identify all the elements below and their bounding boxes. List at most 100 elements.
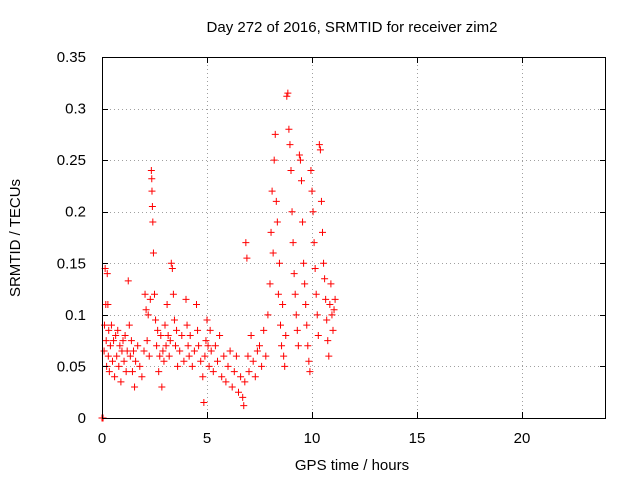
data-point <box>311 264 319 272</box>
data-point <box>284 89 292 97</box>
data-point <box>174 362 182 370</box>
data-point <box>258 362 266 370</box>
data-point <box>106 342 114 350</box>
data-point <box>312 290 320 298</box>
data-point <box>218 373 226 381</box>
data-point <box>161 321 169 329</box>
data-point <box>330 306 338 314</box>
data-point <box>119 337 127 345</box>
data-point <box>203 316 211 324</box>
data-point <box>170 316 178 324</box>
data-point <box>145 352 153 360</box>
data-point <box>157 331 165 339</box>
data-point <box>197 357 205 365</box>
data-point <box>102 337 110 345</box>
data-point <box>112 331 120 339</box>
data-point <box>160 357 168 365</box>
data-point <box>294 342 302 350</box>
x-tick-label: 10 <box>304 430 321 447</box>
data-point <box>115 362 123 370</box>
data-point <box>120 357 128 365</box>
y-tick-label: 0.15 <box>57 255 86 272</box>
data-point <box>184 342 192 350</box>
data-point <box>299 218 307 226</box>
data-point <box>237 373 245 381</box>
data-point <box>126 352 134 360</box>
data-point <box>138 373 146 381</box>
x-tick-label: 20 <box>514 430 531 447</box>
data-point <box>111 373 119 381</box>
data-point <box>316 146 324 154</box>
data-point <box>122 368 130 376</box>
data-point <box>295 151 303 159</box>
data-point <box>159 347 167 355</box>
data-point <box>136 362 144 370</box>
data-point <box>292 311 300 319</box>
data-point <box>283 92 291 100</box>
axis-ticks <box>102 57 606 419</box>
data-point <box>194 326 202 334</box>
data-point <box>169 290 177 298</box>
data-point <box>266 280 274 288</box>
data-point <box>272 197 280 205</box>
data-point <box>140 347 148 355</box>
x-tick-labels: 0 5 10 15 20 <box>98 430 531 447</box>
data-point <box>104 352 112 360</box>
data-point <box>302 301 310 309</box>
y-tick-label: 0 <box>78 410 86 427</box>
data-point <box>329 326 337 334</box>
data-point <box>107 321 115 329</box>
data-point <box>279 301 287 309</box>
data-point <box>105 368 113 376</box>
data-point <box>205 362 213 370</box>
data-point <box>270 156 278 164</box>
x-axis-label: GPS time / hours <box>295 457 409 474</box>
data-point <box>322 295 330 303</box>
data-point <box>193 301 200 309</box>
data-point <box>216 331 224 339</box>
data-point <box>151 290 158 298</box>
data-point <box>162 342 170 350</box>
data-point <box>158 383 166 391</box>
data-point <box>209 368 217 376</box>
data-point <box>296 156 304 164</box>
data-point <box>220 352 228 360</box>
data-point <box>202 337 210 345</box>
data-point <box>123 347 131 355</box>
data-point <box>264 311 272 319</box>
data-point <box>109 357 116 365</box>
data-point <box>245 368 253 376</box>
data-point <box>130 347 137 355</box>
data-point <box>224 362 232 370</box>
y-tick-label: 0.3 <box>65 101 86 118</box>
x-tick-label: 0 <box>98 430 106 447</box>
data-point <box>262 352 270 360</box>
data-point <box>148 175 156 183</box>
data-point <box>143 337 151 345</box>
data-point <box>168 264 176 272</box>
data-point <box>323 316 331 324</box>
data-point <box>304 342 312 350</box>
data-point <box>244 352 252 360</box>
data-point <box>275 259 283 267</box>
data-point <box>289 239 297 247</box>
data-point <box>290 270 298 278</box>
data-point <box>200 399 208 407</box>
data-point <box>280 352 288 360</box>
y-tick-label: 0.25 <box>57 152 86 169</box>
data-point <box>105 326 113 334</box>
data-point <box>144 311 152 319</box>
data-point <box>310 239 318 247</box>
data-point <box>125 321 133 329</box>
data-point <box>241 378 249 386</box>
data-point <box>166 337 174 345</box>
data-point <box>267 228 275 236</box>
data-point <box>164 331 172 339</box>
y-tick-label: 0.35 <box>57 49 86 66</box>
data-point <box>124 277 132 285</box>
data-point <box>180 357 188 365</box>
data-point <box>319 228 326 236</box>
data-point <box>260 326 268 334</box>
data-point <box>271 130 279 138</box>
